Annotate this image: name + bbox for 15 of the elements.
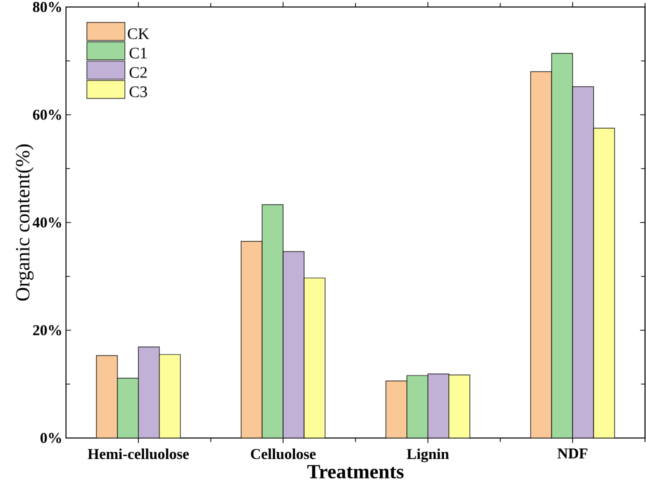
x-axis-title: Treatments [307, 465, 404, 478]
x-tick-label: Lignin [406, 448, 449, 462]
legend-label: C3 [130, 86, 147, 98]
y-tick-label: 20% [33, 325, 62, 336]
y-tick-label: 40% [32, 217, 62, 228]
y-axis-title: Organic content(%) [15, 144, 34, 301]
x-tick-label: Hemi-celluolose [88, 448, 189, 460]
legend-label: C1 [130, 48, 147, 58]
y-tick-label: 60% [32, 110, 62, 120]
legend-label: C2 [130, 67, 147, 78]
x-tick-label: NDF [557, 448, 588, 458]
x-tick-label: Celluolose [250, 448, 316, 460]
y-tick-label: 0% [40, 432, 62, 444]
legend-label: CK [128, 28, 150, 40]
y-tick-label: 80% [32, 2, 62, 12]
